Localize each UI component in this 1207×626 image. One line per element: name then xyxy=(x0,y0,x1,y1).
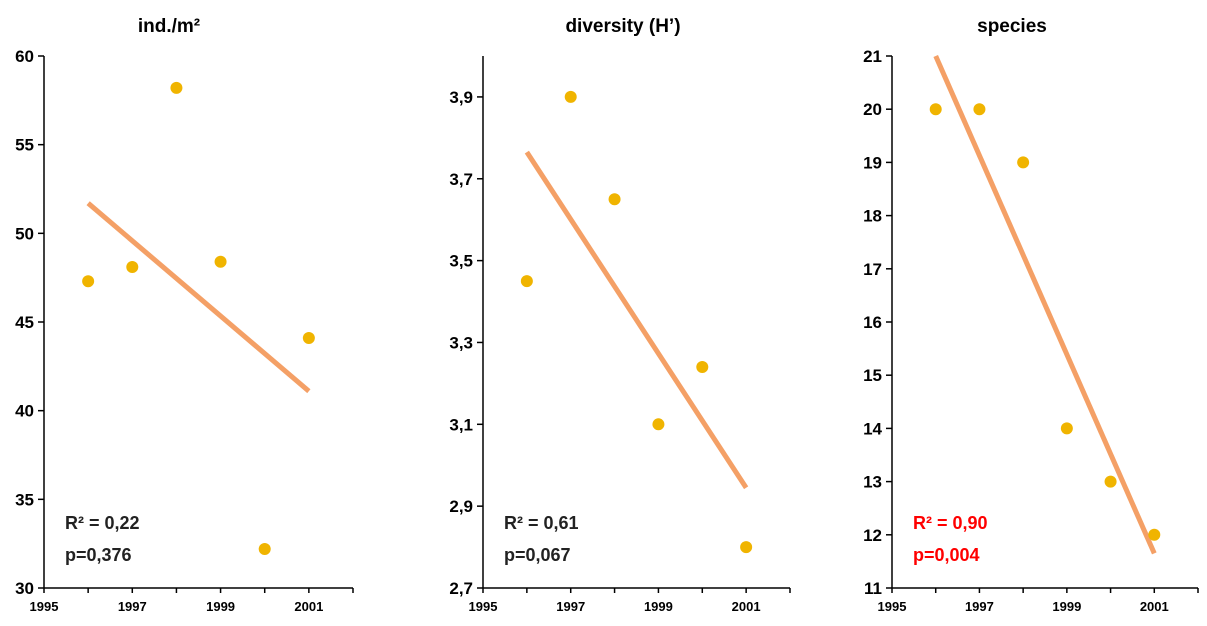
y-tick-label: 2,9 xyxy=(449,497,473,516)
y-tick-label: 3,3 xyxy=(449,333,473,352)
data-point xyxy=(214,255,227,268)
x-tick-label: 1999 xyxy=(1052,599,1081,614)
data-point xyxy=(1017,156,1030,169)
y-tick-label: 20 xyxy=(863,100,882,119)
y-tick-label: 60 xyxy=(15,47,34,66)
data-point xyxy=(1148,528,1161,541)
y-tick-label: 16 xyxy=(863,313,882,332)
r-squared-label: R² = 0,90 xyxy=(913,513,988,533)
x-tick-label: 1997 xyxy=(556,599,585,614)
y-tick-label: 35 xyxy=(15,490,34,509)
data-point xyxy=(973,103,986,116)
x-tick-label: 1997 xyxy=(118,599,147,614)
x-tick-label: 1995 xyxy=(30,599,59,614)
chart-panel-species: species 11 12 13 14 15 16 17 18 19 20 21 1995 1997 199… xyxy=(863,16,1199,614)
p-value-label: p=0,067 xyxy=(504,545,571,565)
x-tick-label: 1995 xyxy=(469,599,498,614)
y-tick-label: 13 xyxy=(863,473,882,492)
data-point xyxy=(929,103,942,116)
x-tick-label: 1995 xyxy=(878,599,907,614)
data-point xyxy=(652,418,665,431)
y-tick-label: 21 xyxy=(863,47,882,66)
y-tick-label: 2,7 xyxy=(449,579,473,598)
p-value-label: p=0,376 xyxy=(65,545,132,565)
y-tick-label: 3,9 xyxy=(449,88,473,107)
trend-line xyxy=(524,150,749,490)
data-point xyxy=(302,331,315,344)
trend-line xyxy=(933,54,1157,555)
chart-panel-diversity: diversity (H’) 2,7 2,9 3,1 3,3 3,5 3,7 3,9 1995 1… xyxy=(449,16,791,614)
data-point xyxy=(740,541,753,554)
y-tick-label: 3,7 xyxy=(449,170,473,189)
data-point xyxy=(82,275,95,288)
y-tick-label: 30 xyxy=(15,579,34,598)
x-tick-label: 2001 xyxy=(294,599,323,614)
x-tick-label: 1999 xyxy=(206,599,235,614)
y-tick-label: 17 xyxy=(863,260,882,279)
y-tick-label: 18 xyxy=(863,207,882,226)
chart-title: ind./m² xyxy=(138,16,200,37)
data-point xyxy=(564,90,577,103)
data-point xyxy=(520,275,533,288)
y-tick-label: 3,5 xyxy=(449,252,473,271)
y-tick-label: 3,1 xyxy=(449,415,473,434)
data-point xyxy=(1060,422,1073,435)
p-value-label: p=0,004 xyxy=(913,545,980,565)
data-point xyxy=(1104,475,1117,488)
y-tick-label: 19 xyxy=(863,153,882,172)
data-point xyxy=(126,261,139,274)
r-squared-label: R² = 0,61 xyxy=(504,513,579,533)
chart-title: diversity (H’) xyxy=(565,16,680,37)
y-tick-label: 50 xyxy=(15,224,34,243)
x-tick-label: 1997 xyxy=(965,599,994,614)
y-tick-label: 55 xyxy=(15,136,34,155)
x-tick-label: 1999 xyxy=(644,599,673,614)
data-point xyxy=(258,542,271,555)
data-point xyxy=(608,193,621,206)
y-tick-label: 40 xyxy=(15,402,34,421)
y-tick-label: 45 xyxy=(15,313,34,332)
y-tick-label: 15 xyxy=(863,366,882,385)
x-tick-label: 2001 xyxy=(1140,599,1169,614)
chart-title: species xyxy=(977,16,1047,37)
chart-panel-density: ind./m² 30 35 40 45 50 55 60 1995 1997 1999 2001 R² … xyxy=(15,16,354,614)
y-tick-label: 11 xyxy=(864,579,882,598)
data-point xyxy=(696,361,709,374)
y-tick-label: 12 xyxy=(863,526,882,545)
y-tick-label: 14 xyxy=(863,419,882,438)
x-tick-label: 2001 xyxy=(732,599,761,614)
data-point xyxy=(170,81,183,94)
trend-line xyxy=(86,201,311,394)
r-squared-label: R² = 0,22 xyxy=(65,513,140,533)
